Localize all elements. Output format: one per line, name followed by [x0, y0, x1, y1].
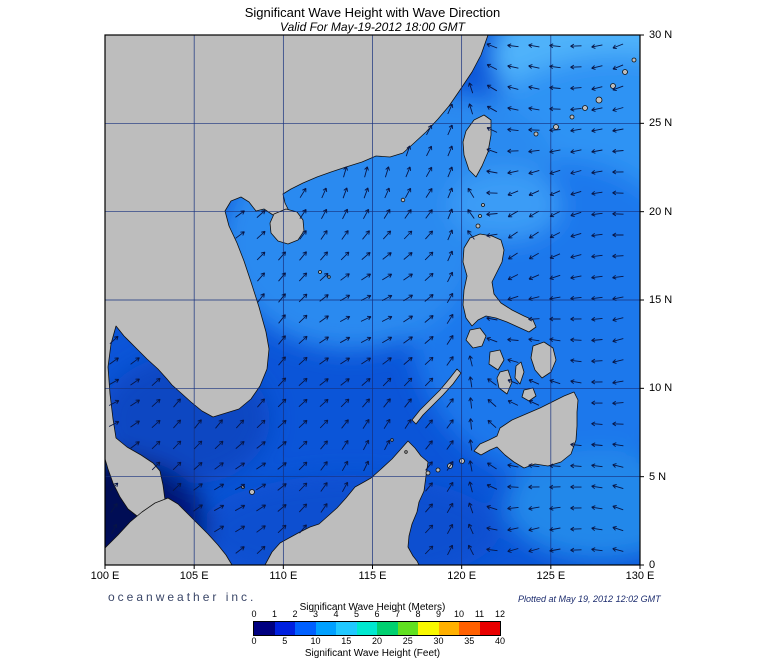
legend-meters-tick: 0 — [251, 609, 257, 619]
legend-color-swatch — [254, 622, 275, 635]
plot-title: Significant Wave Height with Wave Direct… — [244, 5, 501, 20]
legend-color-swatch — [315, 622, 336, 635]
legend-meters-tick: 5 — [353, 609, 360, 619]
legend-feet-tick: 40 — [494, 636, 506, 646]
lat-tick-label: 5 N — [649, 470, 667, 483]
legend-meters-tick: 9 — [435, 609, 442, 619]
lat-tick-label: 0 — [649, 559, 656, 571]
lon-tick-label: 125 E — [536, 570, 566, 582]
lon-tick-label: 120 E — [447, 570, 477, 582]
lon-tick-label: 105 E — [179, 570, 209, 582]
legend-feet-tick: 5 — [282, 636, 288, 646]
legend-feet-tick: 35 — [464, 636, 475, 646]
legend-feet-tick: 25 — [402, 636, 413, 646]
legend-color-swatch — [377, 622, 398, 635]
plot-valid-time: Valid For May-19-2012 18:00 GMT — [280, 20, 465, 34]
legend-color-swatch — [356, 622, 377, 635]
legend-color-swatch — [479, 622, 500, 635]
lat-tick-label: 25 N — [649, 117, 673, 130]
legend-colorbar — [253, 621, 501, 636]
legend-meters-label: Significant Wave Height (Meters) — [299, 602, 446, 613]
legend-meters-tick: 7 — [394, 609, 401, 619]
legend-color-swatch — [459, 622, 480, 635]
legend-meters-tick: 6 — [374, 609, 380, 619]
lon-tick-label: 100 E — [90, 570, 120, 582]
lon-tick-label: 115 E — [358, 570, 387, 582]
legend-color-swatch — [438, 622, 459, 635]
legend-meters-tick: 2 — [292, 609, 298, 619]
graticule-layer — [105, 35, 640, 565]
legend-meters-tick: 11 — [474, 609, 485, 619]
lat-tick-label: 30 N — [649, 29, 673, 41]
legend-color-swatch — [336, 622, 357, 635]
lon-tick-label: 130 E — [625, 570, 655, 582]
wave-direction-arrows — [108, 42, 624, 556]
legend-meters-tick: 12 — [494, 609, 506, 619]
lat-tick-label: 20 N — [649, 205, 673, 218]
lat-tick-label: 10 N — [649, 382, 673, 395]
legend-meters-tick: 3 — [312, 609, 319, 619]
land-layer — [105, 35, 637, 565]
oceanweather-logo: oceanweather inc. — [108, 590, 257, 604]
legend-color-swatch — [418, 622, 439, 635]
legend-feet-tick: 15 — [341, 636, 352, 646]
lon-tick-label: 110 E — [269, 570, 298, 582]
legend-meters-tick: 1 — [271, 609, 278, 619]
legend-color-swatch — [274, 622, 295, 635]
legend-meters-tick: 4 — [333, 609, 339, 619]
legend-color-swatch — [397, 622, 418, 635]
legend-feet-tick: 20 — [371, 636, 383, 646]
legend-feet-tick: 30 — [433, 636, 444, 646]
legend-color-swatch — [295, 622, 316, 635]
legend-feet-tick: 10 — [310, 636, 321, 646]
legend-meters-tick: 8 — [415, 609, 421, 619]
lat-tick-label: 15 N — [649, 294, 673, 306]
legend-feet-label: Significant Wave Height (Feet) — [304, 648, 441, 659]
legend-feet-tick: 0 — [251, 636, 257, 646]
plotted-timestamp: Plotted at May 19, 2012 12:02 GMT — [518, 594, 661, 604]
map-frame — [104, 34, 644, 569]
legend-meters-tick: 10 — [453, 609, 465, 619]
